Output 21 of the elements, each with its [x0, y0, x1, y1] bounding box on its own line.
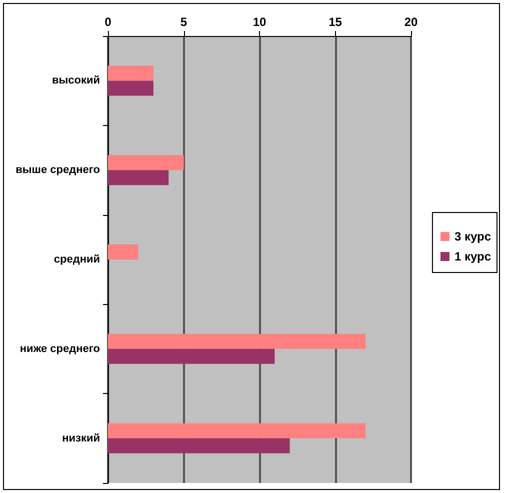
y-tick-label: выше среднего	[16, 164, 100, 176]
y-tick-label: средний	[54, 254, 100, 266]
x-tick-label: 0	[104, 15, 112, 29]
y-tick-label: ниже среднего	[20, 342, 100, 355]
bar	[108, 170, 169, 186]
bar	[108, 334, 366, 349]
bar	[108, 66, 154, 81]
x-tick-label: 10	[252, 15, 266, 29]
y-tick-label: низкий	[62, 432, 100, 444]
bar	[108, 80, 154, 96]
bar	[108, 438, 290, 454]
x-tick-label: 5	[180, 15, 188, 29]
bar	[108, 423, 366, 438]
x-tick-label: 20	[404, 15, 418, 29]
bar	[108, 348, 275, 364]
legend-label: 1 курс	[454, 250, 492, 264]
y-tick-label: высокий	[52, 74, 100, 87]
bar	[108, 155, 184, 170]
legend-label: 3 курс	[454, 230, 492, 244]
bar	[108, 244, 138, 260]
x-tick-label: 15	[328, 15, 342, 29]
